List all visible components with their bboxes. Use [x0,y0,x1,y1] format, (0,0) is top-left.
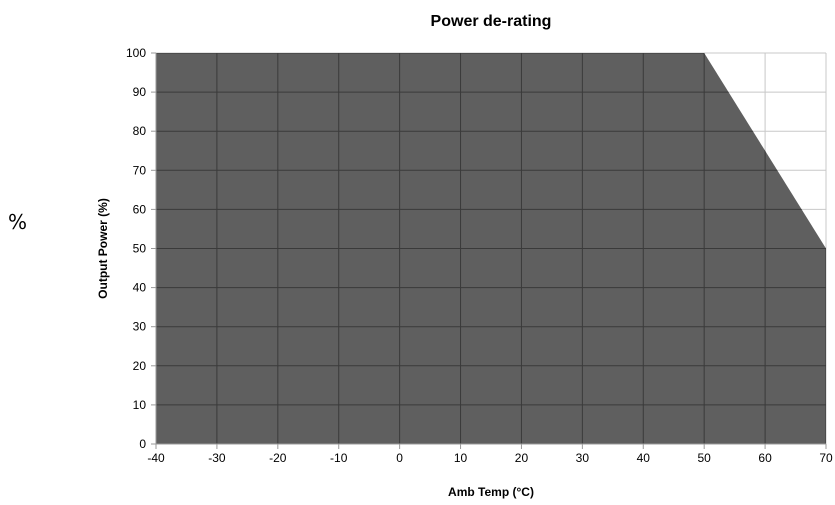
y-tick-label: 60 [133,202,147,216]
x-tick-label: -10 [330,451,348,465]
x-tick-label: -20 [269,451,287,465]
x-tick-label: 30 [576,451,590,465]
chart-title: Power de-rating [431,13,552,30]
y-tick-label: 90 [133,85,147,99]
y-tick-label: 100 [126,46,146,60]
y-tick-label: 40 [133,281,147,295]
y-tick-label: 80 [133,124,147,138]
x-tick-label: 10 [454,451,468,465]
y-axis-label: Output Power (%) [96,198,110,299]
x-tick-label: 50 [698,451,712,465]
x-tick-label: 70 [819,451,833,465]
y-tick-label: 10 [133,398,147,412]
x-tick-label: 20 [515,451,529,465]
y-tick-label: 50 [133,242,147,256]
side-percent-label: % [8,210,28,234]
x-tick-label: -40 [147,451,165,465]
x-tick-label: 40 [637,451,651,465]
x-tick-label: -30 [208,451,226,465]
y-tick-label: 20 [133,359,147,373]
y-tick-label: 30 [133,320,147,334]
y-tick-label: 0 [139,437,146,451]
x-tick-label: 60 [758,451,772,465]
x-axis-label: Amb Temp (°C) [448,485,534,499]
grid-over-fill [156,53,826,444]
x-tick-label: 0 [396,451,403,465]
y-tick-label: 70 [133,163,147,177]
